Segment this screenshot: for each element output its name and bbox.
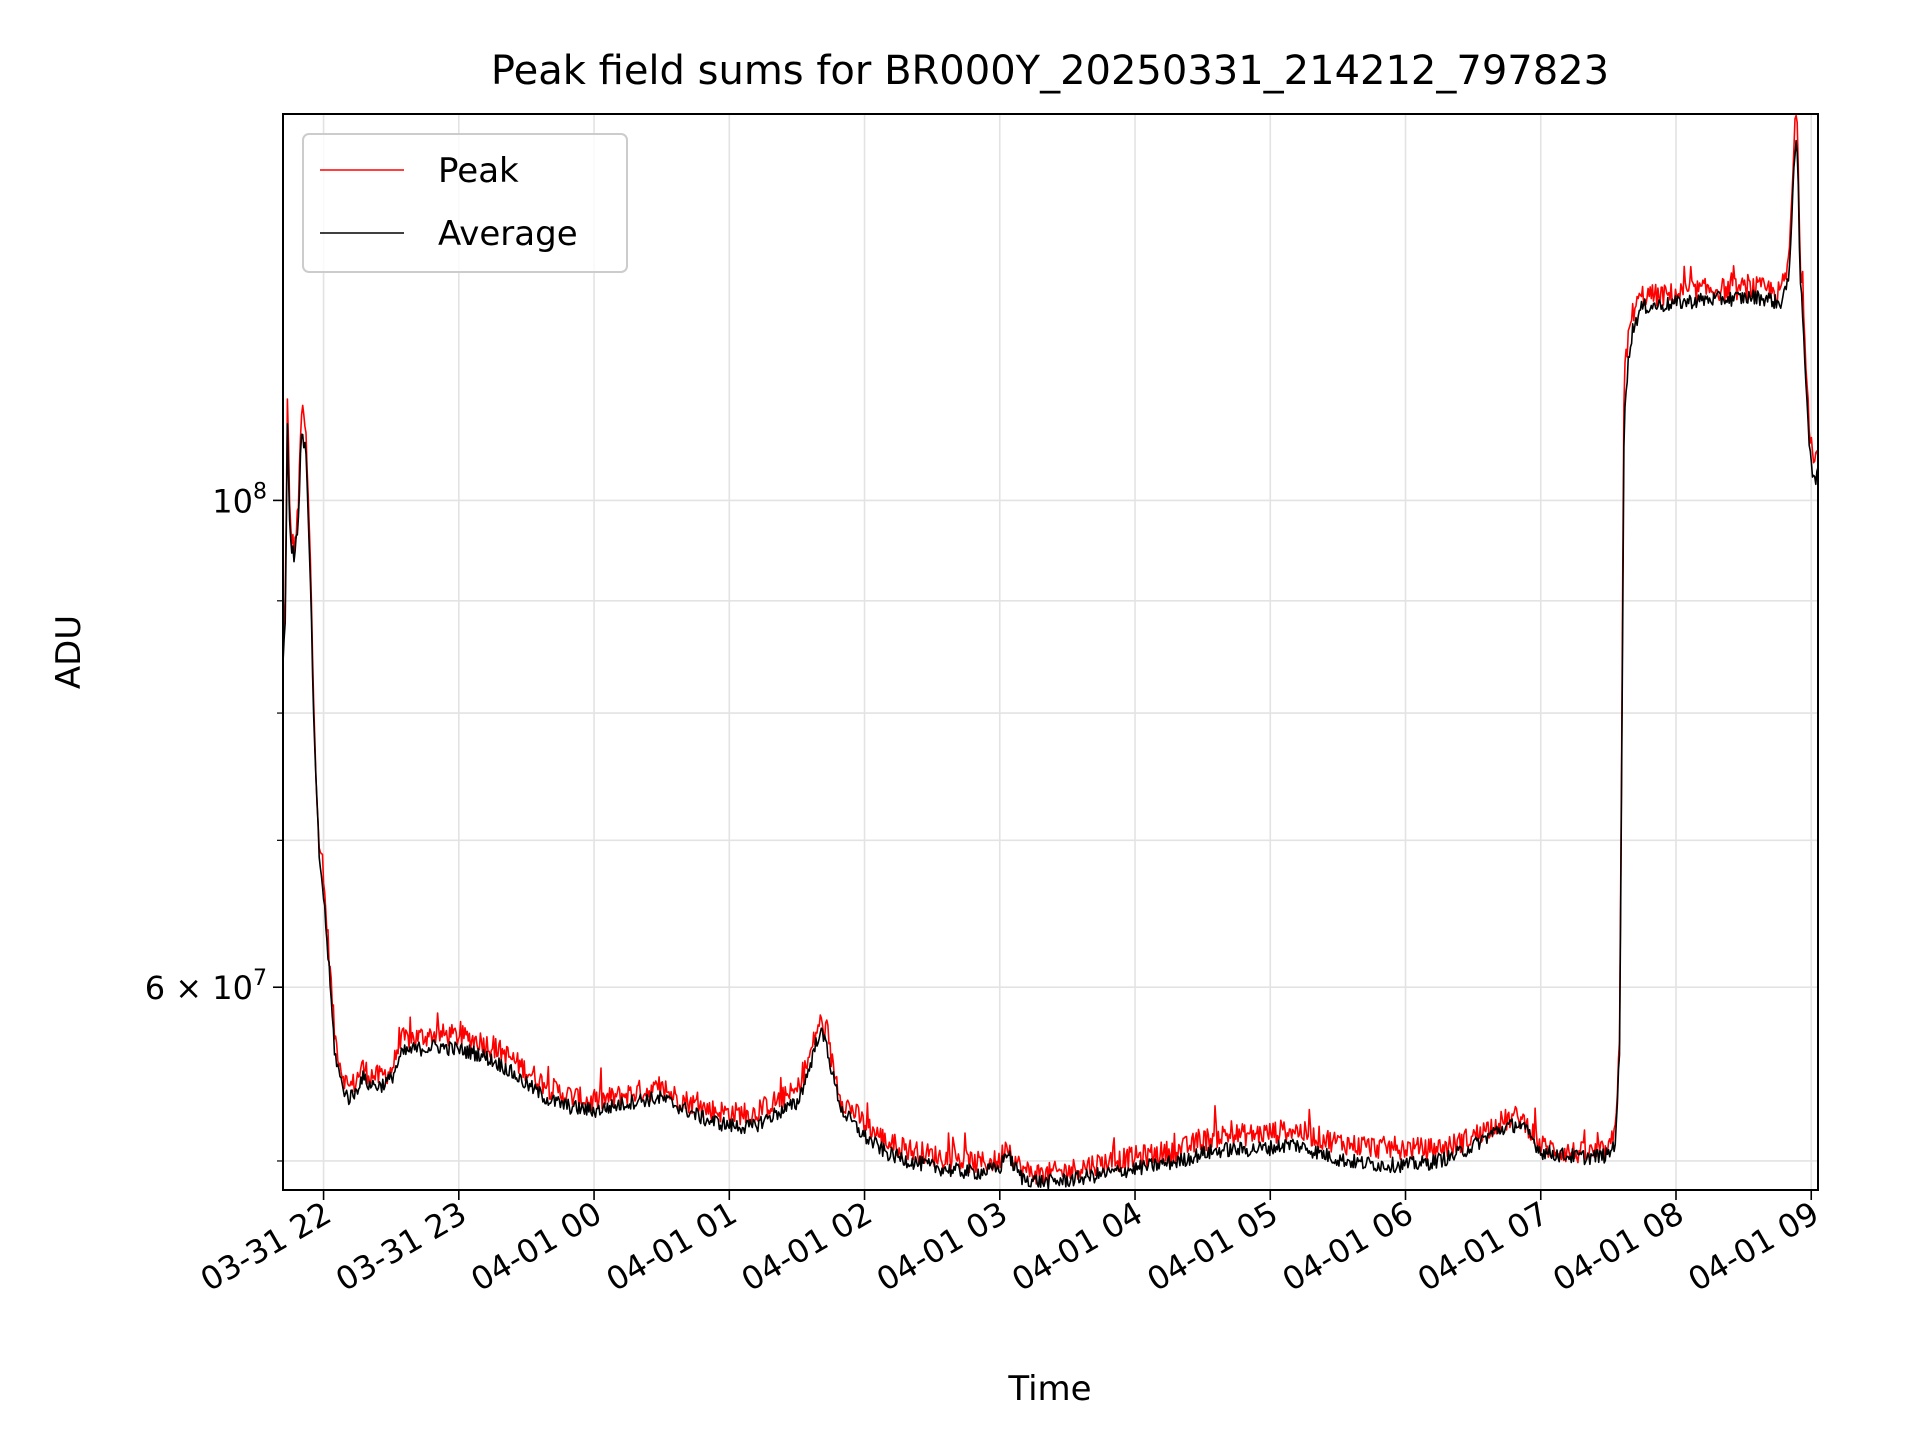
legend-box [302, 133, 628, 273]
plot-series [282, 114, 1819, 1190]
legend: Peak Average [302, 133, 628, 273]
y-axis-label: ADU [49, 615, 89, 689]
legend-label-peak: Peak [438, 151, 519, 191]
y-tick-label: 108 [212, 479, 267, 520]
legend-label-average: Average [438, 214, 578, 254]
chart-title: Peak field sums for BR000Y_20250331_2142… [491, 48, 1609, 94]
y-tick-label: 6 × 107 [145, 966, 267, 1007]
series-line-average [282, 139, 1819, 1190]
y-axis: 108 6 × 107 [145, 479, 283, 1162]
x-axis-label: Time [1007, 1369, 1091, 1409]
plot-area-frame [282, 113, 1819, 1191]
grid [283, 114, 1818, 1190]
